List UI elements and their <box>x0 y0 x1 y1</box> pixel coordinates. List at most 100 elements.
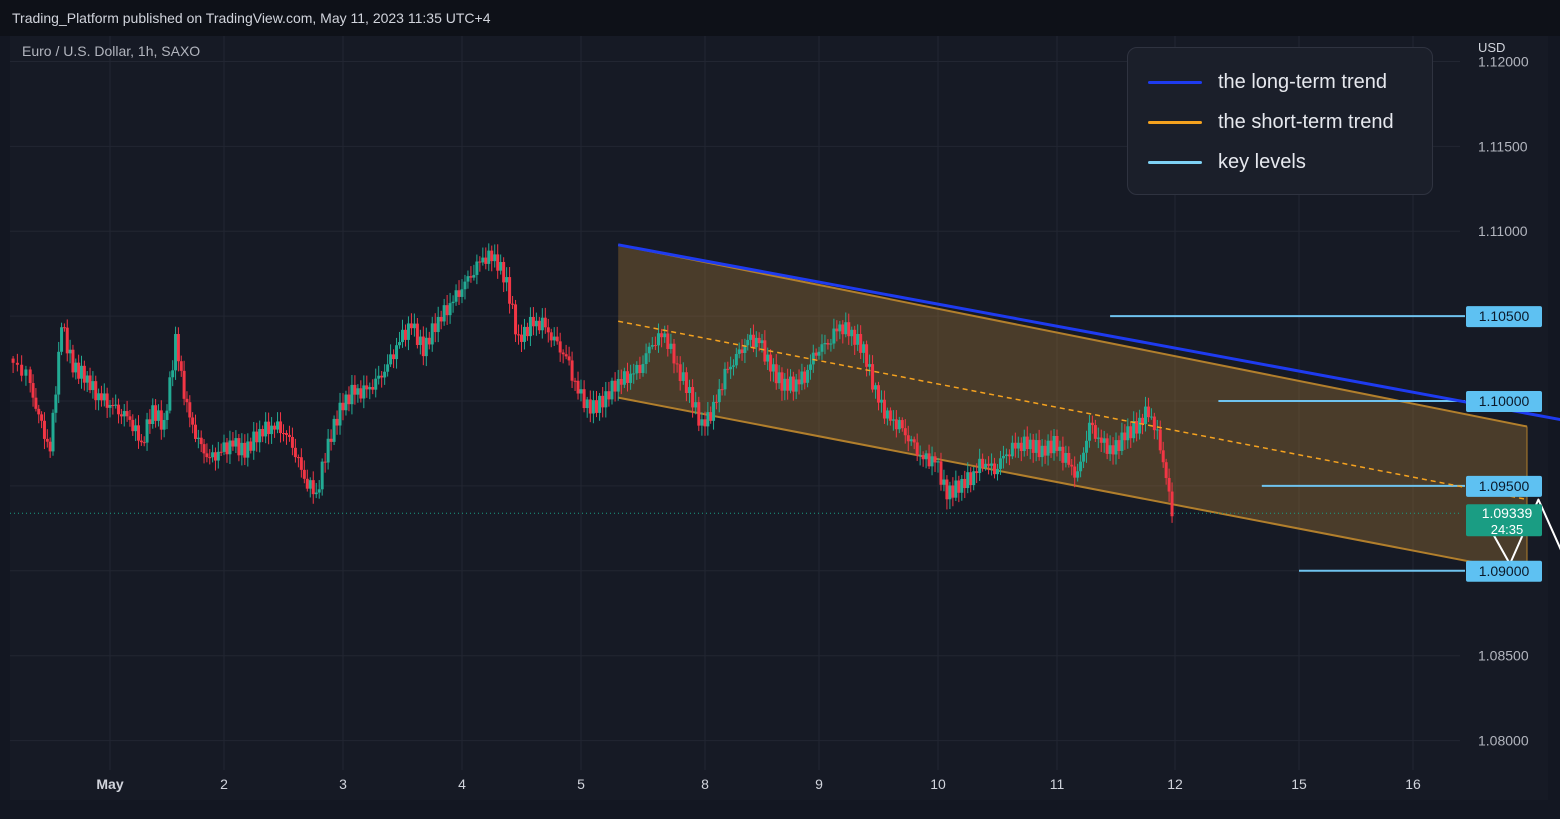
candle-body <box>105 393 109 408</box>
candle-body <box>240 442 244 456</box>
candle-body <box>401 329 404 343</box>
candle-body <box>1090 422 1094 426</box>
key-level-tag-label: 1.10500 <box>1479 308 1530 324</box>
legend-swatch-blue <box>1148 80 1202 84</box>
candle-body <box>57 351 61 395</box>
short-term-trend-line <box>618 320 1528 501</box>
candle-body <box>957 480 961 493</box>
candle-body <box>368 386 372 390</box>
candle-body <box>531 316 535 327</box>
candle-body <box>335 418 339 426</box>
candle-body <box>356 388 360 395</box>
candle-body <box>1034 440 1038 453</box>
candle-body <box>1013 442 1017 449</box>
candle-body <box>966 472 970 489</box>
candle-body <box>353 384 357 395</box>
candle-body <box>97 393 101 401</box>
candle-body <box>122 411 126 417</box>
candle-body <box>102 393 106 401</box>
candle-body <box>595 400 598 413</box>
candle-body <box>111 405 115 407</box>
candle-body <box>42 420 46 439</box>
candle-body <box>1031 439 1035 453</box>
candle-body <box>1064 452 1068 463</box>
candle-body <box>951 485 955 498</box>
time-tick-label: 15 <box>1291 776 1307 792</box>
candle-body <box>1096 437 1100 439</box>
candle-body <box>1058 446 1062 451</box>
candle-body <box>237 438 241 456</box>
candle-body <box>998 458 1002 469</box>
candle-body <box>478 261 482 263</box>
time-tick-label: 11 <box>1050 776 1065 792</box>
candle-body <box>882 399 886 419</box>
candle-body <box>466 276 470 282</box>
candle-body <box>835 328 839 332</box>
candle-body <box>60 327 64 352</box>
price-tick-label: 1.11500 <box>1478 138 1528 154</box>
time-axis[interactable]: May 2 3 4 5 8 9 10 11 12 15 16 <box>96 776 1421 792</box>
candle-body <box>850 329 854 337</box>
candle-body <box>142 442 146 444</box>
candle-body <box>424 337 428 357</box>
candle-body <box>82 365 86 383</box>
candle-body <box>448 303 452 316</box>
candle-body <box>868 364 872 367</box>
candle-body <box>678 364 682 381</box>
candle-body <box>1120 432 1124 451</box>
candle-body <box>174 334 178 371</box>
candle-body <box>28 369 32 384</box>
candle-body <box>392 354 396 360</box>
candle-body <box>601 395 605 408</box>
candle-body <box>954 480 958 498</box>
candle-body <box>749 334 753 340</box>
candle-body <box>24 369 28 376</box>
candle-body <box>1040 445 1044 458</box>
candle-body <box>1049 440 1053 454</box>
candle-body <box>877 385 880 403</box>
candle-body <box>15 362 19 365</box>
candle-body <box>326 438 330 463</box>
candle-body <box>622 371 626 385</box>
candle-body <box>613 380 617 392</box>
candle-body <box>564 354 568 357</box>
candle-body <box>862 344 866 353</box>
candle-body <box>1076 471 1080 478</box>
symbol-title[interactable]: Euro / U.S. Dollar, 1h, SAXO <box>22 43 201 59</box>
candle-body <box>588 399 592 414</box>
candle-body <box>660 333 664 338</box>
candle-body <box>427 337 431 345</box>
candle-body <box>786 378 790 391</box>
candle-body <box>80 365 83 379</box>
candle-body <box>737 349 741 354</box>
candle-body <box>570 360 574 381</box>
candle-body <box>1019 442 1023 452</box>
candle-body <box>1141 417 1145 425</box>
candle-body <box>1043 445 1047 456</box>
candle-body <box>879 399 883 403</box>
candle-body <box>442 305 446 322</box>
candle-body <box>969 472 973 486</box>
candle-body <box>1061 446 1065 463</box>
candle-body <box>811 352 815 365</box>
candle-body <box>691 387 695 408</box>
price-axis[interactable]: 1.12000 1.11500 1.11000 1.08500 1.08000 <box>1478 53 1529 748</box>
candle-body <box>1155 429 1159 431</box>
candle-body <box>717 389 721 403</box>
candle-body <box>540 317 544 331</box>
candle-body <box>481 257 485 263</box>
candle-body <box>1126 426 1130 441</box>
candle-body <box>591 400 595 414</box>
candle-body <box>791 376 795 392</box>
candle-body <box>1073 466 1077 478</box>
candle-body <box>567 356 571 361</box>
candle-body <box>703 419 707 427</box>
candle-body <box>296 457 300 459</box>
candle-body <box>808 364 812 370</box>
candle-body <box>924 453 928 460</box>
candle-body <box>191 417 195 425</box>
publisher-caption: Trading_Platform published on TradingVie… <box>12 10 491 26</box>
candle-body <box>171 370 175 378</box>
candle-body <box>829 343 833 345</box>
